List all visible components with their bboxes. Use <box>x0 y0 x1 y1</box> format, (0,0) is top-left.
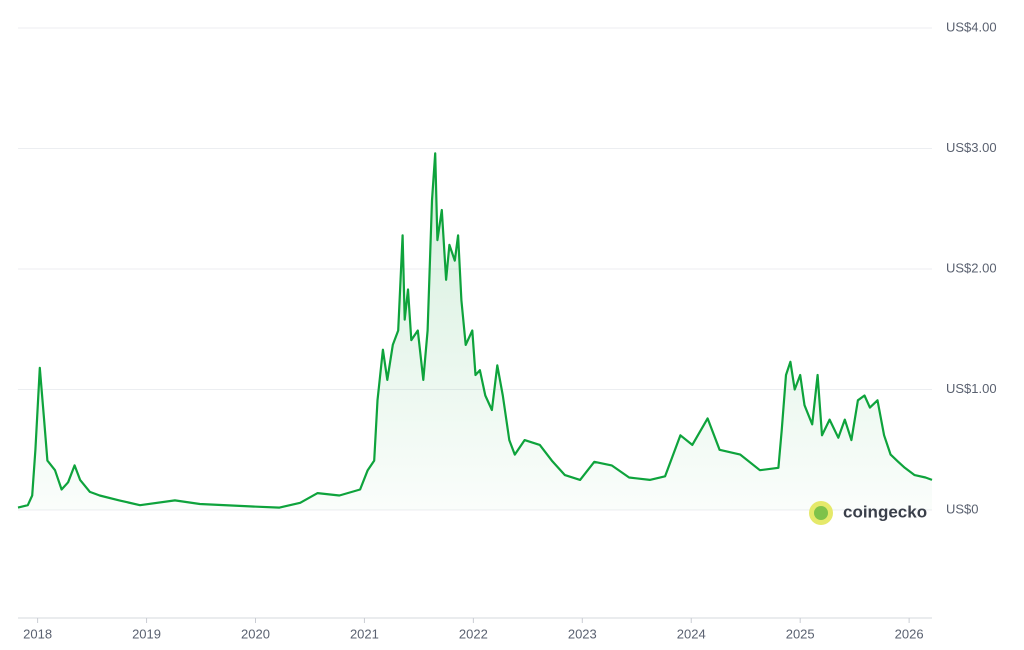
x-tick-label: 2021 <box>350 626 379 641</box>
area <box>18 153 932 511</box>
x-tick-label: 2022 <box>459 626 488 641</box>
watermark: coingecko <box>843 502 927 521</box>
y-tick-label: US$1.00 <box>946 381 997 396</box>
x-tick-label: 2020 <box>241 626 270 641</box>
x-tick-label: 2023 <box>568 626 597 641</box>
x-tick-label: 2025 <box>786 626 815 641</box>
y-tick-label: US$4.00 <box>946 19 997 34</box>
y-tick-label: US$2.00 <box>946 260 997 275</box>
x-tick-label: 2018 <box>23 626 52 641</box>
y-tick-label: US$0 <box>946 501 979 516</box>
y-tick-label: US$3.00 <box>946 140 997 155</box>
x-tick-label: 2024 <box>677 626 706 641</box>
logo-icon-inner <box>814 506 828 520</box>
x-tick-label: 2019 <box>132 626 161 641</box>
price-line <box>17 152 933 509</box>
x-tick-label: 2026 <box>895 626 924 641</box>
